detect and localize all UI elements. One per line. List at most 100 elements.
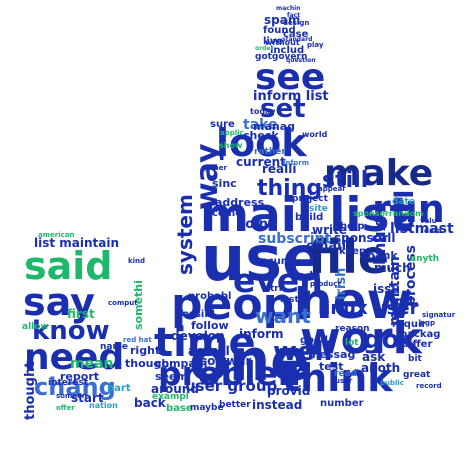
word-test: test bbox=[319, 360, 344, 373]
word-number: number bbox=[320, 398, 364, 409]
word-think: think bbox=[282, 356, 393, 400]
word-part: part bbox=[107, 383, 131, 394]
word-product: product bbox=[310, 280, 341, 288]
word-provid: provid bbox=[267, 384, 311, 398]
word-data: data bbox=[424, 227, 442, 235]
word-still: still bbox=[322, 168, 369, 193]
word-write: write bbox=[312, 223, 347, 237]
word-chang: chang bbox=[34, 373, 116, 401]
word-keep: keep bbox=[339, 246, 367, 257]
word-today: today bbox=[250, 107, 276, 116]
word-listmaintain: list maintain bbox=[34, 236, 120, 250]
word-date: date bbox=[392, 197, 415, 207]
word-though: though bbox=[125, 357, 170, 370]
word-offer: offer bbox=[56, 404, 75, 412]
word-right: right bbox=[130, 344, 161, 357]
word-peopl: peopl bbox=[171, 279, 310, 330]
word-redhat: red hat bbox=[123, 336, 152, 344]
word-manag: manag bbox=[253, 120, 296, 133]
word-inform2: inform bbox=[283, 159, 309, 167]
word-current: current bbox=[236, 155, 286, 169]
word-compani: compani bbox=[155, 357, 208, 370]
word-linuxuser: linux user bbox=[318, 298, 419, 319]
word-build: build bbox=[295, 212, 324, 223]
word-without: without bbox=[265, 38, 300, 47]
word-check: check bbox=[243, 129, 279, 142]
word-time: time bbox=[154, 320, 256, 366]
word-group: group bbox=[278, 344, 318, 358]
word-need: need bbox=[24, 337, 125, 378]
word-found: found bbox=[263, 25, 296, 36]
word-pgp: pgp bbox=[420, 319, 436, 327]
word-reason: reason bbox=[335, 324, 370, 334]
word-show: show bbox=[219, 141, 243, 150]
word-packag: packag bbox=[400, 329, 441, 340]
word-includ: includ bbox=[270, 45, 305, 56]
word-lot: lot bbox=[345, 338, 359, 348]
word-messag: messag bbox=[308, 348, 356, 361]
word-one: one bbox=[189, 326, 310, 394]
word-someon: someon bbox=[56, 392, 87, 400]
word-informlist: inform list bbox=[253, 89, 329, 104]
word-machin: machin bbox=[276, 5, 301, 12]
word-seem: seem bbox=[155, 370, 188, 383]
word-said: said bbox=[24, 244, 113, 288]
word-standard: standard bbox=[282, 36, 313, 43]
word-around: around bbox=[151, 382, 199, 396]
word-play: play bbox=[307, 41, 324, 49]
word-listmast: listmast bbox=[390, 221, 454, 237]
word-usergroup: user group bbox=[185, 377, 278, 395]
word-realli: realli bbox=[262, 162, 297, 176]
word-use: use bbox=[201, 222, 325, 295]
word-world: world bbox=[302, 130, 328, 139]
word-actual: actual bbox=[188, 344, 230, 358]
word-nation: nation bbox=[89, 401, 118, 410]
word-read: read bbox=[334, 369, 358, 379]
word-inform: inform bbox=[239, 327, 284, 341]
word-exampl: exampl bbox=[152, 392, 189, 402]
word-rather: rather bbox=[254, 147, 286, 157]
word-ask: ask bbox=[362, 350, 386, 364]
word-follow: follow bbox=[191, 319, 229, 332]
word-see: see bbox=[255, 57, 326, 98]
word-requir: requir bbox=[392, 319, 427, 330]
word-want: want bbox=[255, 304, 311, 328]
word-develop: develop bbox=[171, 329, 225, 343]
word-user: user bbox=[335, 377, 353, 385]
word-stuff: stuff bbox=[272, 360, 304, 374]
word-problem: problem bbox=[158, 354, 313, 393]
word-file: file bbox=[308, 230, 390, 284]
word-live: live bbox=[263, 36, 284, 47]
word-name: name bbox=[100, 342, 128, 352]
word-set: set bbox=[260, 94, 306, 124]
word-base: base bbox=[166, 403, 193, 414]
word-well: well bbox=[273, 337, 333, 367]
word-anoth: anoth bbox=[361, 361, 401, 375]
word-find: find bbox=[385, 295, 414, 310]
word-start: start bbox=[71, 391, 104, 405]
word-look: look bbox=[216, 121, 307, 165]
word-make: make bbox=[324, 153, 434, 194]
word-mean: mean bbox=[70, 356, 114, 372]
word-back: back bbox=[134, 396, 166, 410]
word-public: public bbox=[380, 379, 404, 387]
word-first: first bbox=[67, 307, 95, 321]
word-new: new bbox=[297, 272, 413, 330]
word-randomsponsor: sponsorrandom bbox=[353, 209, 424, 218]
word-sponsor: sponsor bbox=[334, 231, 388, 245]
word-softwar: softwar bbox=[200, 354, 252, 368]
word-possibl: possibl bbox=[175, 309, 215, 320]
word-help: help bbox=[340, 221, 365, 232]
word-thank: thank bbox=[362, 249, 398, 262]
word-maillist: mail list bbox=[200, 188, 412, 243]
word-come: come bbox=[212, 208, 242, 219]
word-email: email bbox=[306, 239, 347, 254]
word-fact: fact bbox=[287, 12, 301, 19]
word-gener: gener bbox=[204, 164, 227, 172]
word-thing: thing bbox=[257, 176, 323, 201]
word-code: code bbox=[291, 269, 321, 282]
word-even: even bbox=[233, 261, 323, 300]
word-american: american bbox=[38, 231, 75, 239]
word-valu: valu bbox=[420, 217, 437, 225]
